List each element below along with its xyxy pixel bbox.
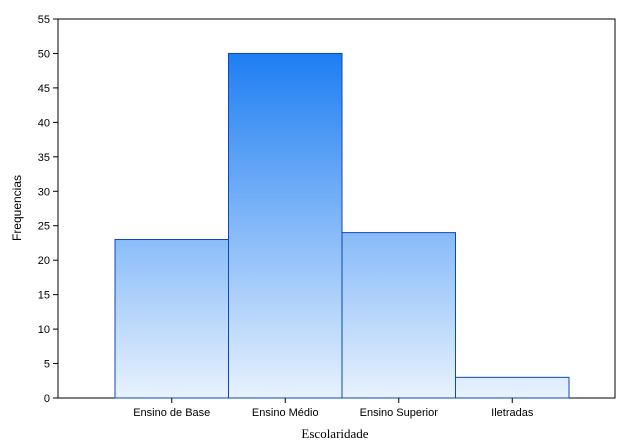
bar-ensino-de-base: [114, 239, 229, 399]
y-tick-label: 40: [38, 117, 50, 129]
bar-iletradas: [455, 376, 570, 399]
bar-ensino-superior: [341, 232, 456, 399]
y-tick-label: 10: [38, 324, 50, 336]
y-tick-label: 20: [38, 255, 50, 267]
x-axis-title: Escolaridade: [301, 426, 368, 441]
bar-ensino-m-dio: [228, 52, 343, 399]
y-tick-label: 45: [38, 83, 50, 95]
y-axis: 0 5 10 15 20 25 30 35 40 45 50 55: [38, 14, 58, 405]
y-tick-label: 55: [38, 14, 50, 26]
y-tick-label: 30: [38, 186, 50, 198]
x-tick-label: Ensino Médio: [252, 407, 319, 419]
x-tick-label: Iletradas: [491, 407, 534, 419]
x-axis: Ensino de Base Ensino Médio Ensino Superio…: [133, 398, 534, 419]
y-tick-label: 15: [38, 290, 50, 302]
y-tick-label: 35: [38, 152, 50, 164]
y-tick-label: 50: [38, 48, 50, 60]
bars-group: [114, 52, 570, 399]
y-tick-label: 0: [44, 393, 50, 405]
x-tick-label: Ensino de Base: [133, 407, 210, 419]
y-axis-title: Frequencias: [10, 175, 24, 241]
y-tick-label: 25: [38, 221, 50, 233]
x-tick-label: Ensino Superior: [360, 407, 439, 419]
y-tick-label: 5: [44, 359, 50, 371]
